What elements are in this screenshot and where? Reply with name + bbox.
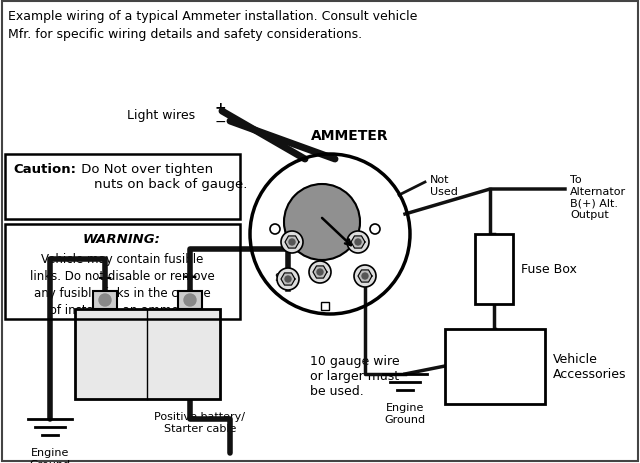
Text: −: −: [214, 115, 226, 129]
Text: Positive battery/
Starter cable: Positive battery/ Starter cable: [154, 412, 246, 433]
Text: Engine
Ground: Engine Ground: [29, 447, 70, 463]
Circle shape: [277, 269, 299, 290]
Polygon shape: [351, 237, 365, 249]
Polygon shape: [281, 273, 295, 286]
Bar: [93, 291, 117, 309]
Circle shape: [184, 294, 196, 307]
Bar: [5, 155, 240, 219]
Circle shape: [281, 232, 303, 253]
Circle shape: [362, 274, 368, 279]
Text: +: +: [214, 101, 226, 115]
Text: S: S: [275, 272, 282, 282]
Polygon shape: [358, 270, 372, 282]
Bar: [475, 234, 513, 304]
Circle shape: [284, 185, 360, 260]
Text: Do Not over tighten
    nuts on back of gauge.: Do Not over tighten nuts on back of gaug…: [77, 163, 248, 191]
Circle shape: [309, 262, 331, 283]
Text: Example wiring of a typical Ammeter installation. Consult vehicle: Example wiring of a typical Ammeter inst…: [8, 10, 417, 23]
Text: To
Alternator
B(+) Alt.
Output: To Alternator B(+) Alt. Output: [570, 175, 626, 219]
Text: +: +: [182, 268, 198, 287]
Bar: [5, 225, 240, 319]
Text: Fuse Box: Fuse Box: [521, 263, 577, 276]
Text: 10 gauge wire
or larger must
be used.: 10 gauge wire or larger must be used.: [310, 354, 399, 397]
Circle shape: [289, 239, 295, 245]
Polygon shape: [313, 266, 327, 278]
Bar: [445, 329, 545, 404]
Text: Engine
Ground: Engine Ground: [385, 402, 426, 424]
Circle shape: [347, 232, 369, 253]
Circle shape: [285, 276, 291, 282]
Text: Caution:: Caution:: [13, 163, 76, 175]
Circle shape: [317, 269, 323, 275]
Text: Light wires: Light wires: [127, 108, 195, 121]
Circle shape: [99, 294, 111, 307]
Text: WARNING:: WARNING:: [83, 232, 161, 245]
Circle shape: [354, 265, 376, 288]
Text: Mfr. for specific wiring details and safety considerations.: Mfr. for specific wiring details and saf…: [8, 28, 362, 41]
Text: Vehicle
Accessories: Vehicle Accessories: [553, 352, 627, 380]
Text: Vehicle may contain fusible
links. Do not disable or remove
any fusible links in: Vehicle may contain fusible links. Do no…: [29, 252, 214, 316]
Bar: [178, 291, 202, 309]
Bar: [321, 302, 329, 310]
Text: Not
Used: Not Used: [430, 175, 458, 196]
Text: 12V Battery: 12V Battery: [95, 357, 198, 372]
Circle shape: [355, 239, 361, 245]
Bar: [75, 309, 220, 399]
Text: I: I: [356, 272, 360, 282]
Text: AMMETER: AMMETER: [311, 129, 389, 143]
Text: −: −: [97, 268, 113, 287]
Polygon shape: [285, 237, 299, 249]
